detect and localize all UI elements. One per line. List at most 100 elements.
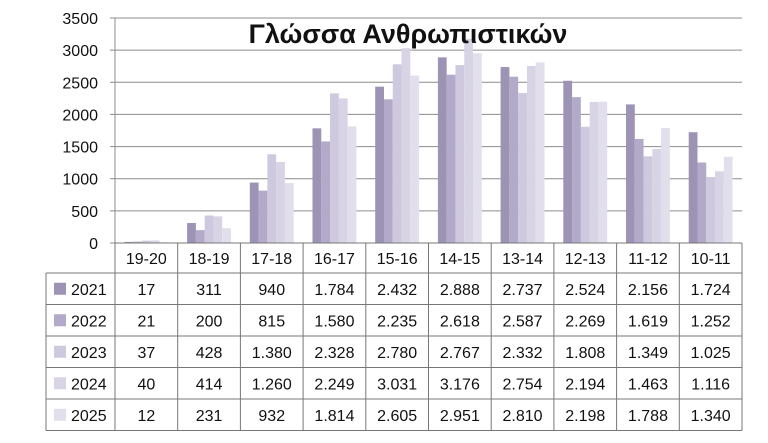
table-cell: 311	[196, 282, 222, 299]
bar-2025-13-14	[535, 62, 545, 243]
y-tick-label: 1000	[62, 172, 98, 189]
bar-2025-17-18	[284, 183, 294, 243]
table-cell: 1.380	[252, 345, 292, 362]
table-cell: 2.780	[377, 345, 417, 362]
table-cell: 1.252	[691, 313, 731, 330]
table-cell: 1.349	[628, 345, 668, 362]
table-cell: 414	[196, 376, 223, 393]
chart-title: Γλώσσα Ανθρωπιστικών	[249, 19, 568, 49]
bar-2022-16-17	[321, 141, 331, 243]
table-cell: 1.724	[691, 282, 731, 299]
bars	[124, 38, 733, 244]
bar-2021-14-15	[437, 57, 447, 243]
bar-2023-10-11	[706, 177, 716, 243]
table-cell: 21	[137, 313, 155, 330]
data-table: 19-20 18-19 17-18 16-17 15-16 14-15 13-14 12-13…	[45, 242, 743, 431]
y-tick-label: 0	[89, 236, 98, 253]
bar-2023-11-12	[643, 156, 653, 243]
legend-label-2021: 2021	[71, 282, 107, 299]
table-cell: 1.788	[628, 408, 668, 425]
table-cell: 2.951	[440, 408, 480, 425]
bar-2024-14-15	[464, 38, 474, 244]
bar-2022-10-11	[697, 162, 707, 243]
bar-2022-11-12	[634, 138, 644, 243]
table-cell: 1.808	[565, 345, 605, 362]
bar-2024-19-20	[150, 240, 160, 243]
table-cell: 1.260	[252, 376, 292, 393]
bar-2024-11-12	[652, 148, 662, 243]
bar-2025-16-17	[347, 126, 357, 243]
category-label: 18-19	[189, 251, 230, 268]
table-cell: 17	[137, 282, 155, 299]
bar-2025-10-11	[723, 156, 733, 243]
legend-swatch-2024	[54, 377, 66, 390]
bar-2021-19-20	[124, 241, 134, 243]
table-cell: 2.605	[377, 408, 417, 425]
bar-2022-18-19	[195, 230, 205, 243]
y-tick-label: 2500	[62, 75, 98, 92]
bar-2025-12-13	[598, 101, 608, 243]
table-cell: 2.810	[503, 408, 543, 425]
table-cell: 2.524	[565, 282, 605, 299]
table-cell: 200	[196, 313, 223, 330]
bar-2021-15-16	[375, 86, 384, 244]
legend-label-2023: 2023	[71, 345, 107, 362]
table-cell: 940	[258, 282, 285, 299]
table-cell: 2.198	[565, 408, 605, 425]
table-cell: 2.269	[565, 313, 605, 330]
y-tick-label: 3500	[62, 11, 98, 28]
table-cell: 2.235	[377, 313, 417, 330]
table-cell: 2.737	[503, 282, 543, 299]
bar-2022-17-18	[258, 190, 268, 243]
category-label: 10-11	[691, 251, 731, 268]
table-cell: 12	[137, 408, 155, 425]
bar-2025-14-15	[473, 53, 482, 243]
table-cell: 1.116	[691, 376, 730, 393]
table-cell: 1.463	[628, 376, 668, 393]
bar-2022-15-16	[383, 99, 393, 243]
bar-2022-14-15	[446, 74, 456, 243]
bar-2023-18-19	[204, 215, 214, 243]
bar-2021-17-18	[249, 182, 259, 243]
bar-2024-17-18	[276, 162, 285, 243]
table-cell: 231	[196, 408, 223, 425]
bar-2022-12-13	[572, 97, 581, 243]
table-cell: 1.580	[314, 313, 354, 330]
legend-swatch-2023	[54, 345, 66, 358]
table-cell: 1.340	[691, 408, 731, 425]
legend-swatch-2022	[54, 314, 66, 327]
bar-2024-16-17	[338, 98, 348, 244]
bar-2023-19-20	[141, 240, 151, 243]
category-label: 17-18	[251, 251, 292, 268]
legend-swatch-2021	[54, 282, 66, 295]
table-cell: 1.025	[691, 345, 731, 362]
table-cell: 3.031	[377, 376, 417, 393]
table-cell: 2.156	[628, 282, 668, 299]
table-cell: 1.784	[314, 282, 354, 299]
legend-swatch-2025	[54, 408, 66, 421]
table-cell: 1.619	[628, 313, 668, 330]
bar-2024-12-13	[589, 101, 599, 243]
gridlines	[115, 17, 742, 244]
bar-2024-10-11	[715, 171, 724, 243]
bar-2023-17-18	[267, 154, 277, 243]
table-cell: 2.754	[503, 376, 543, 393]
table-cell: 2.249	[314, 376, 354, 393]
bar-2021-18-19	[187, 223, 196, 243]
table-cell: 932	[258, 408, 285, 425]
category-label: 19-20	[126, 251, 167, 268]
bar-2023-14-15	[455, 65, 465, 243]
table-cell: 2.432	[377, 282, 417, 299]
bar-2023-12-13	[580, 126, 590, 243]
table-cell: 2.888	[440, 282, 480, 299]
category-label: 16-17	[314, 251, 355, 268]
bar-2021-16-17	[312, 128, 322, 243]
legend-label-2024: 2024	[71, 376, 107, 393]
category-label: 12-13	[565, 251, 606, 268]
bar-2025-11-12	[661, 128, 670, 243]
table-cell: 2.332	[503, 345, 543, 362]
table-cell: 2.618	[440, 313, 480, 330]
category-label: 13-14	[502, 251, 543, 268]
table-cell: 428	[196, 345, 223, 362]
